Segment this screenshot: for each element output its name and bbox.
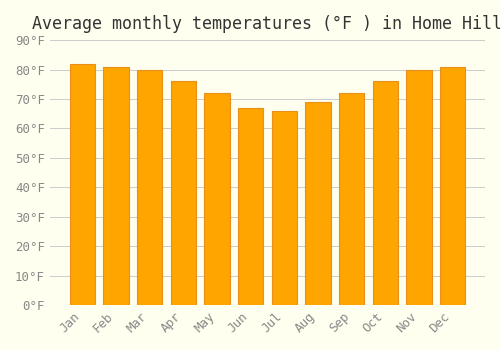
Bar xyxy=(204,93,230,305)
Bar xyxy=(339,93,364,305)
Bar xyxy=(372,81,398,305)
Bar xyxy=(104,66,128,305)
Bar xyxy=(137,70,162,305)
Bar xyxy=(238,108,263,305)
Bar xyxy=(440,66,465,305)
Title: Average monthly temperatures (°F ) in Home Hill: Average monthly temperatures (°F ) in Ho… xyxy=(32,15,500,33)
Bar xyxy=(170,81,196,305)
Bar xyxy=(306,102,330,305)
Bar xyxy=(70,64,95,305)
Bar xyxy=(272,111,297,305)
Bar xyxy=(406,70,432,305)
